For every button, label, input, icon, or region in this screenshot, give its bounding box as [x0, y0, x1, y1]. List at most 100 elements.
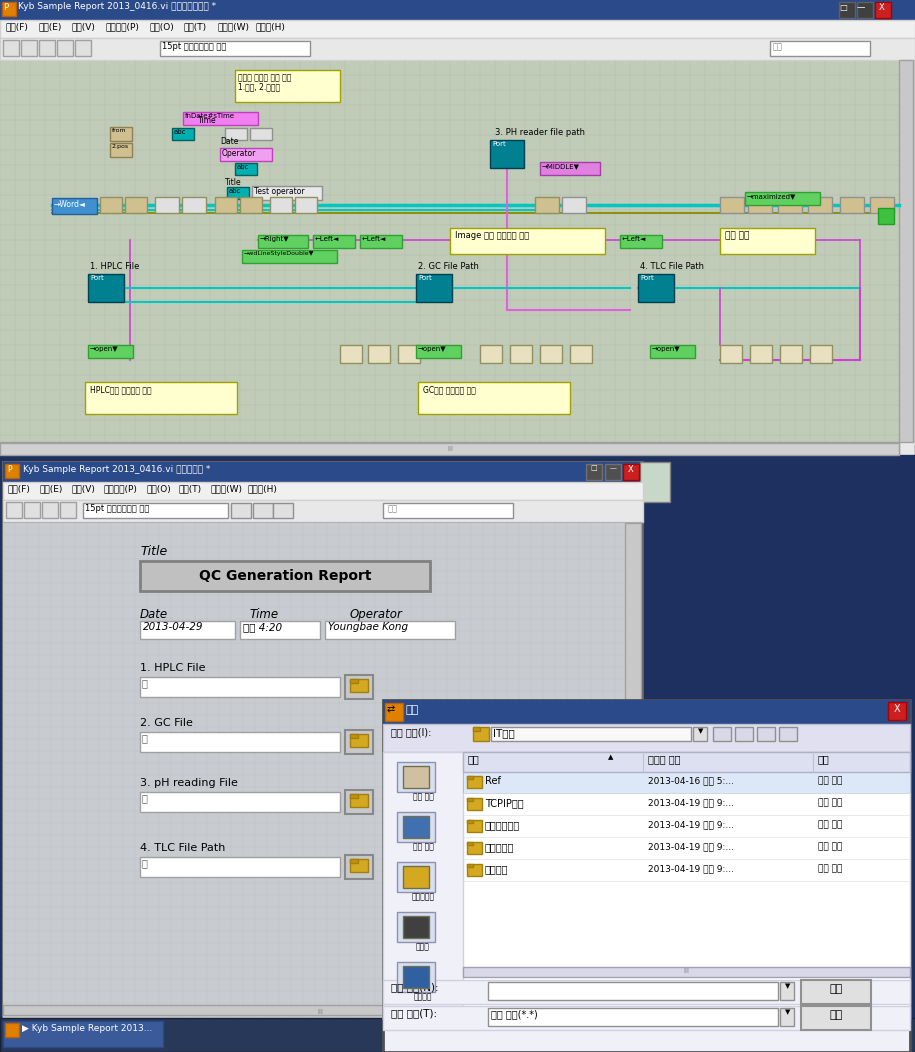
Bar	[273, 503, 293, 518]
Bar	[0, 0, 915, 456]
Text: 레포트 머리말 생성 부분: 레포트 머리말 생성 부분	[238, 73, 291, 82]
Bar	[0, 456, 915, 1052]
Text: 15pt 애플리케이션 폰트: 15pt 애플리케이션 폰트	[162, 42, 226, 50]
Text: 보기(V): 보기(V)	[72, 484, 96, 493]
Bar	[473, 727, 480, 731]
Text: HPLC파일 불러오는 부분: HPLC파일 불러오는 부분	[90, 385, 152, 394]
Text: IT과제: IT과제	[493, 728, 515, 739]
Bar	[467, 798, 473, 801]
Text: □: □	[591, 465, 597, 471]
Text: III: III	[447, 446, 453, 452]
Text: 2013-04-29: 2013-04-29	[143, 622, 203, 632]
Bar	[313, 235, 355, 248]
Text: 수정한 날짜: 수정한 날짜	[648, 754, 681, 764]
Bar	[160, 41, 310, 56]
Text: 열기: 열기	[405, 705, 418, 715]
Text: 네트워크: 네트워크	[414, 992, 432, 1002]
Bar	[125, 197, 147, 213]
Text: P: P	[7, 465, 12, 474]
Text: Port: Port	[492, 141, 506, 147]
Bar	[780, 1008, 794, 1026]
Text: →Word◄: →Word◄	[54, 200, 86, 209]
Bar	[463, 967, 910, 977]
Text: 바탑 화면: 바탑 화면	[413, 842, 434, 851]
Bar	[110, 127, 132, 141]
Bar	[252, 186, 322, 200]
Bar	[540, 162, 600, 175]
Bar	[640, 462, 670, 502]
Bar	[155, 197, 179, 213]
Bar	[52, 198, 97, 214]
Bar	[42, 502, 58, 518]
Bar	[397, 912, 435, 942]
Text: ▼: ▼	[785, 983, 791, 989]
Text: Operator: Operator	[222, 149, 256, 158]
Bar	[295, 197, 317, 213]
Bar	[878, 208, 894, 224]
Bar	[140, 561, 430, 591]
Bar	[3, 462, 643, 1017]
Text: 오후 4:20: 오후 4:20	[243, 622, 282, 632]
Text: →open▼: →open▼	[90, 346, 119, 352]
Text: 4. TLC File Path: 4. TLC File Path	[140, 843, 225, 853]
Text: 윈도우(W): 윈도우(W)	[217, 22, 249, 31]
Text: TCPIP동합: TCPIP동합	[485, 798, 523, 808]
Bar	[325, 621, 455, 639]
Text: ▼: ▼	[698, 728, 704, 734]
Text: 파일 폴더: 파일 폴더	[818, 864, 843, 873]
Text: 15pt 애플리케이션 폰트: 15pt 애플리케이션 폰트	[85, 504, 149, 513]
Text: →open▼: →open▼	[418, 346, 447, 352]
Text: 수행(O): 수행(O)	[146, 484, 171, 493]
Text: →MIDDLE▼: →MIDDLE▼	[542, 163, 580, 169]
Bar	[857, 2, 873, 18]
Text: ▼: ▼	[785, 1009, 791, 1015]
Text: Time: Time	[198, 116, 217, 125]
Bar	[463, 752, 910, 772]
Text: 파일 폴더: 파일 폴더	[818, 842, 843, 851]
Bar	[383, 980, 910, 1004]
Bar	[350, 679, 358, 683]
Bar	[350, 859, 368, 872]
Text: →maximized▼: →maximized▼	[747, 193, 796, 199]
Bar	[490, 140, 524, 168]
Bar	[757, 727, 775, 741]
Bar	[172, 128, 194, 140]
Bar	[345, 675, 373, 699]
Text: 3. PH reader file path: 3. PH reader file path	[495, 128, 585, 137]
Text: Date: Date	[140, 608, 168, 621]
Text: Time: Time	[250, 608, 279, 621]
Text: ⇄: ⇄	[387, 704, 395, 714]
Bar	[3, 523, 625, 1041]
Bar	[467, 842, 482, 854]
Bar	[808, 197, 832, 213]
Bar	[368, 345, 390, 363]
Text: 수행(O): 수행(O)	[150, 22, 175, 31]
Text: 파일 닫기: 파일 닫기	[725, 231, 749, 240]
Text: Image 파일 불러오는 구돨: Image 파일 불러오는 구돨	[455, 231, 529, 240]
Text: Port: Port	[418, 275, 432, 281]
Bar	[540, 345, 562, 363]
Bar	[242, 250, 337, 263]
Text: Operator: Operator	[350, 608, 403, 621]
Text: Title: Title	[140, 545, 167, 558]
Text: 파일 폴더: 파일 폴더	[818, 776, 843, 785]
Bar	[60, 502, 76, 518]
Bar	[383, 724, 910, 752]
Bar	[235, 163, 257, 175]
Bar	[39, 40, 55, 56]
Text: 2013-04-19 오전 9:...: 2013-04-19 오전 9:...	[648, 820, 734, 829]
Bar	[801, 980, 871, 1004]
Bar	[720, 228, 815, 254]
Text: Kyb Sample Report 2013_0416.vi 프론트패널 *: Kyb Sample Report 2013_0416.vi 프론트패널 *	[23, 465, 210, 474]
Text: □: □	[839, 3, 847, 12]
Bar	[0, 1018, 915, 1052]
Text: →open▼: →open▼	[652, 346, 681, 352]
Bar	[745, 193, 820, 205]
Bar	[88, 274, 124, 302]
Bar	[397, 962, 435, 992]
Text: Youngbae Kong: Youngbae Kong	[328, 622, 408, 632]
Text: →Right▼: →Right▼	[260, 236, 290, 242]
Text: 附: 附	[142, 733, 148, 743]
Bar	[780, 982, 794, 1000]
Bar	[0, 60, 899, 442]
